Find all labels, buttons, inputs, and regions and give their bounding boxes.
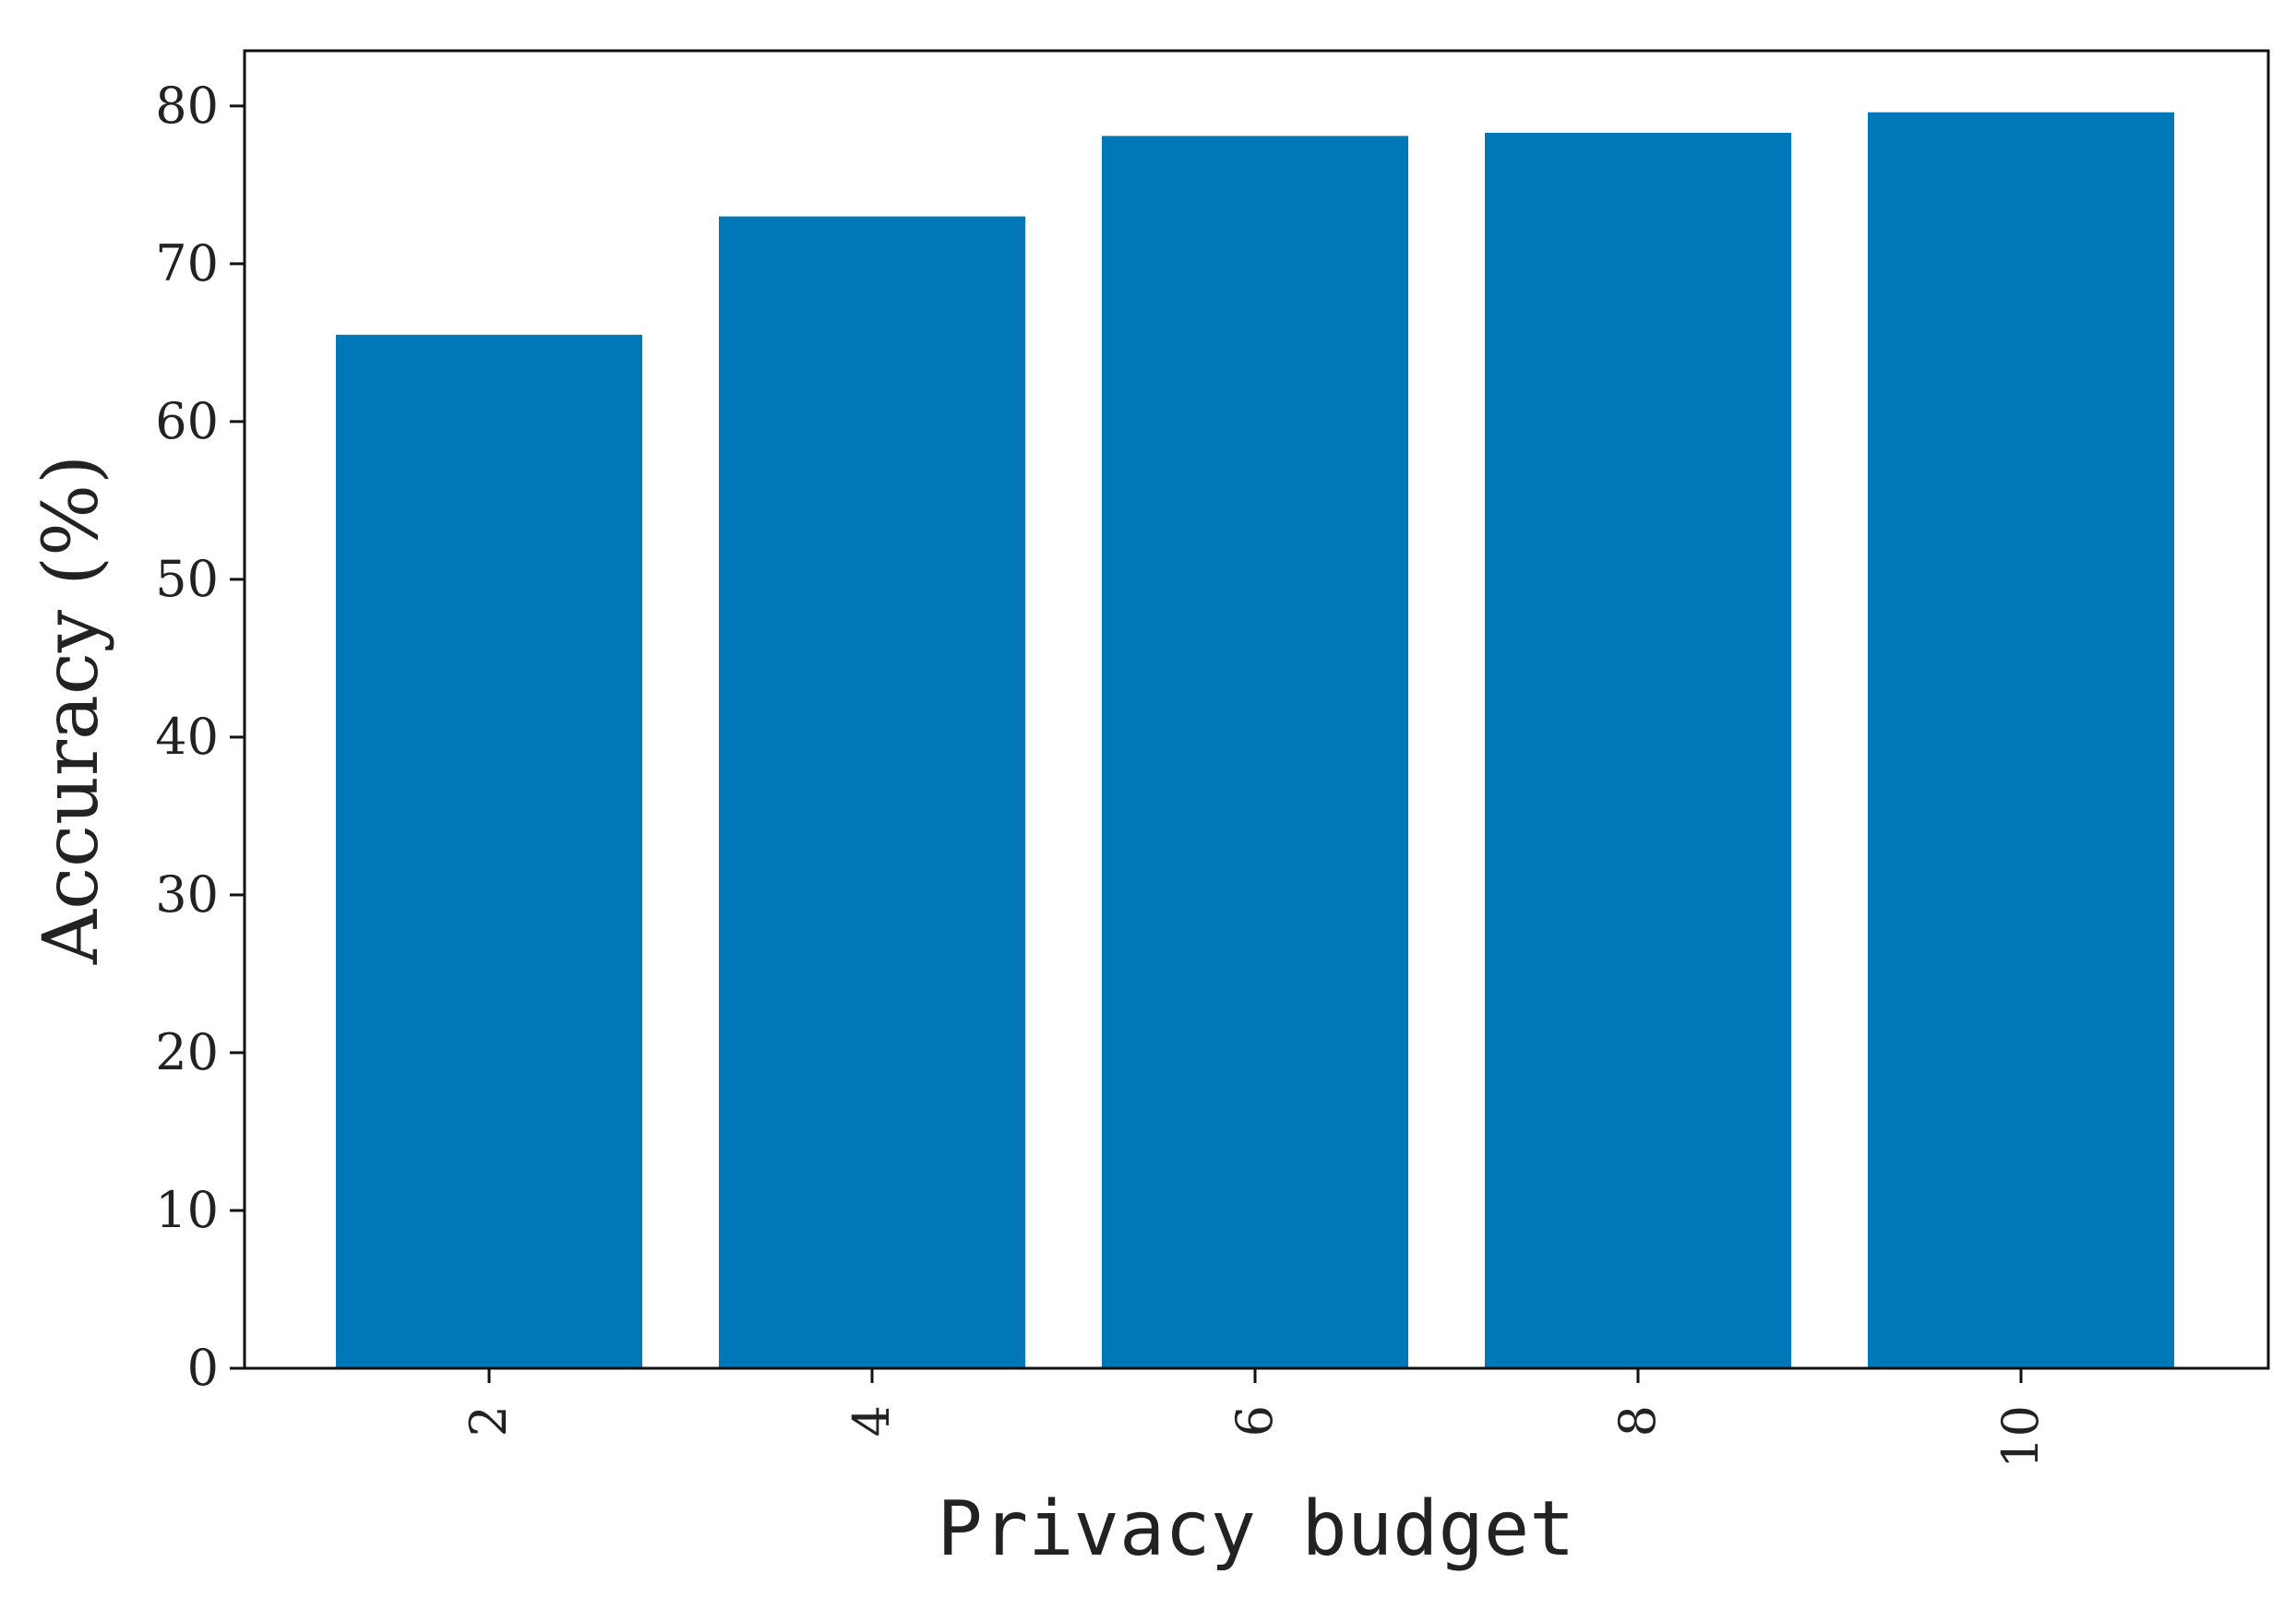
bar-4 (719, 216, 1025, 1369)
bars-layer (336, 112, 2174, 1369)
y-tick-label-30: 30 (155, 865, 219, 924)
bar-10 (1868, 112, 2174, 1368)
y-tick-label-70: 70 (155, 234, 219, 292)
x-tick-label-4: 4 (843, 1405, 901, 1437)
y-tick-label-60: 60 (155, 392, 219, 450)
x-tick-label-6: 6 (1226, 1405, 1284, 1437)
y-tick-label-0: 0 (187, 1339, 219, 1397)
x-tick-label-10: 10 (1991, 1405, 2050, 1469)
bar-2 (336, 334, 642, 1369)
y-tick-label-40: 40 (155, 708, 219, 766)
y-tick-label-20: 20 (155, 1023, 219, 1081)
y-axis-ticks: 0 10 20 30 40 50 60 70 80 (155, 77, 245, 1397)
y-tick-label-50: 50 (155, 550, 219, 608)
x-tick-label-8: 8 (1608, 1405, 1667, 1437)
x-tick-label-2: 2 (460, 1405, 518, 1437)
y-tick-label-80: 80 (155, 77, 219, 135)
bar-6 (1102, 136, 1408, 1368)
x-axis-ticks: 2 4 6 8 10 (460, 1368, 2050, 1469)
y-tick-label-10: 10 (155, 1181, 219, 1239)
bar-8 (1485, 132, 1791, 1369)
x-axis-title: Privacy budget (937, 1485, 1574, 1573)
plot-frame (243, 49, 2270, 1370)
y-axis-title: Accuracy (%) (28, 455, 115, 965)
